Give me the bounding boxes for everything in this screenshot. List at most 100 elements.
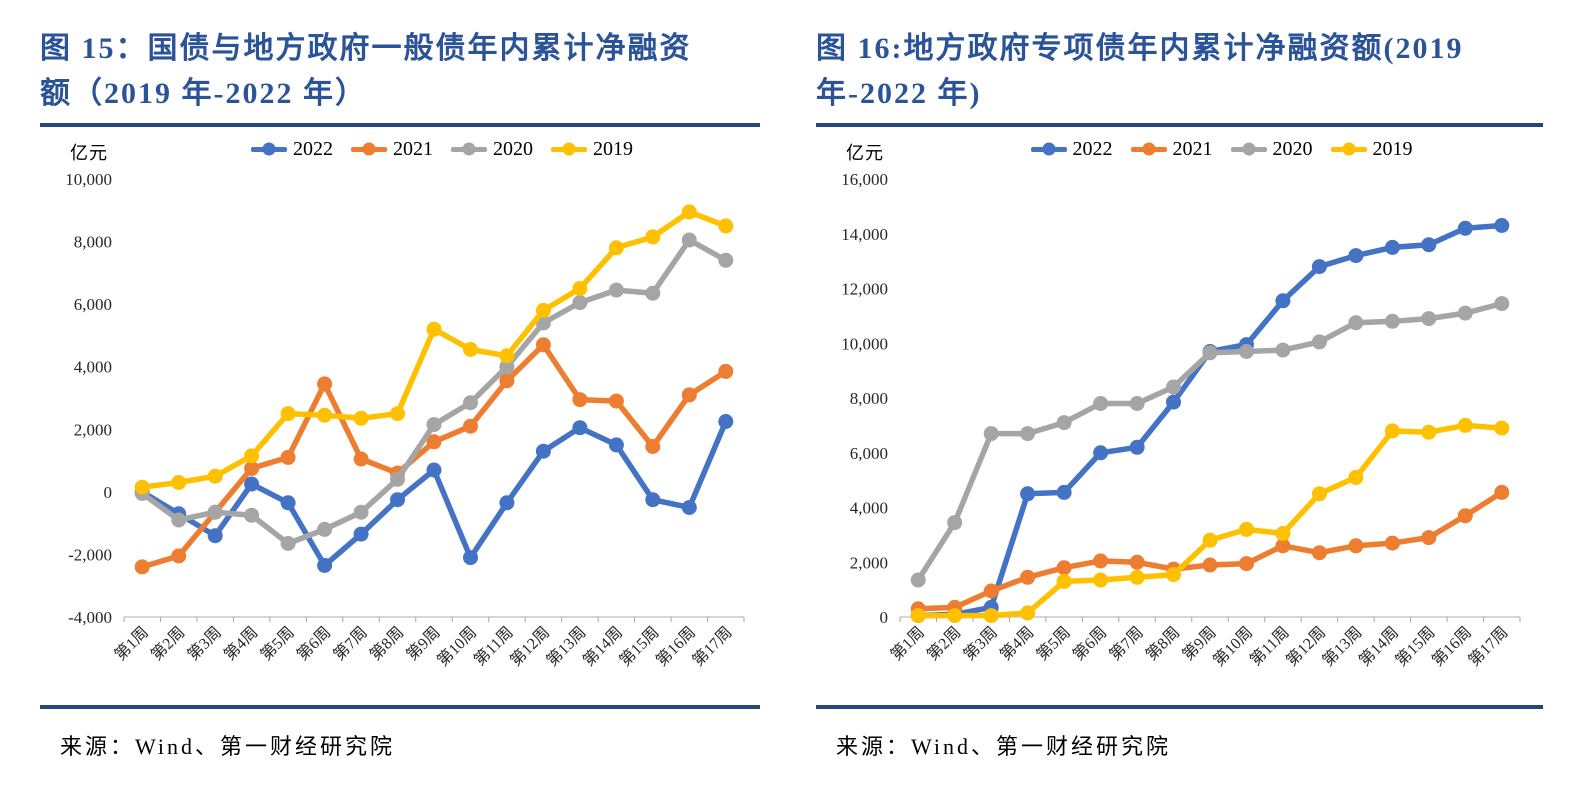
data-point-2022-第8周 xyxy=(1166,394,1181,410)
data-point-2022-第6周 xyxy=(1093,445,1109,461)
data-point-2019-第7周 xyxy=(1129,569,1145,585)
data-point-2019-第17周 xyxy=(1494,420,1510,436)
data-point-2020-第15周 xyxy=(645,285,661,301)
data-point-2019-第3周 xyxy=(983,608,999,624)
data-point-2019-第12周 xyxy=(535,302,551,318)
x-axis-category-label: 第10周 xyxy=(1210,623,1257,670)
x-axis-category-label: 第5周 xyxy=(257,623,298,664)
data-point-2022-第13周 xyxy=(1348,248,1364,264)
data-point-2019-第15周 xyxy=(645,229,661,245)
figure-16-source: 来源：Wind、第一财经研究院 xyxy=(836,734,1171,759)
legend-label-2020: 2020 xyxy=(493,137,533,160)
legend-dot-icon xyxy=(1242,142,1255,156)
data-point-2019-第1周 xyxy=(910,608,926,624)
figure-15-unit-label: 亿元 xyxy=(70,143,108,163)
data-point-2020-第2周 xyxy=(947,515,963,531)
data-point-2022-第4周 xyxy=(1020,486,1036,502)
data-point-2020-第17周 xyxy=(1494,296,1510,312)
x-axis-category-label: 第1周 xyxy=(887,623,928,664)
x-axis-category-label: 第15周 xyxy=(1392,623,1439,670)
data-point-2019-第3周 xyxy=(207,468,223,484)
legend-dot-icon xyxy=(1142,142,1155,156)
data-point-2020-第5周 xyxy=(280,536,296,551)
x-axis-category-label: 第16周 xyxy=(1428,623,1475,670)
data-point-2022-第8周 xyxy=(390,492,405,508)
x-axis-category-label: 第6周 xyxy=(1069,623,1110,664)
data-point-2021-第15周 xyxy=(645,439,661,454)
series-2020 xyxy=(134,232,734,551)
x-axis-category-label: 第4周 xyxy=(220,623,261,664)
data-point-2019-第14周 xyxy=(1384,423,1400,439)
legend-label-2022: 2022 xyxy=(293,137,333,160)
data-point-2020-第7周 xyxy=(353,504,369,520)
legend-item-2020: 2020 xyxy=(1230,138,1313,161)
figure-16-title-line2: 年-2022 年) xyxy=(816,77,982,110)
data-point-2021-第1周 xyxy=(134,559,150,575)
data-point-2020-第9周 xyxy=(426,417,442,433)
x-axis-category-label: 第5周 xyxy=(1033,623,1074,664)
data-point-2022-第11周 xyxy=(1275,293,1291,309)
data-point-2020-第1周 xyxy=(910,572,926,588)
legend-label-2019: 2019 xyxy=(593,137,633,160)
legend-marker-2022 xyxy=(1030,142,1067,156)
legend-item-2019: 2019 xyxy=(551,138,633,161)
data-point-2020-第8周 xyxy=(1166,379,1181,395)
data-point-2022-第4周 xyxy=(244,476,260,492)
data-point-2021-第16周 xyxy=(681,387,697,403)
legend-label-2021: 2021 xyxy=(393,137,433,160)
legend-dot-icon xyxy=(562,142,576,156)
data-point-2020-第3周 xyxy=(983,426,999,442)
figure-15-plot: 10,0008,0006,0004,0002,0000-2,000-4,000第… xyxy=(65,170,745,670)
data-point-2021-第5周 xyxy=(1056,560,1072,576)
data-point-2022-第11周 xyxy=(499,495,515,511)
data-point-2021-第16周 xyxy=(1457,508,1473,524)
data-point-2021-第7周 xyxy=(353,451,369,467)
figure-16-legend: 2022 2021 2020 2019 xyxy=(900,135,1543,163)
data-point-2020-第8周 xyxy=(390,471,405,487)
data-point-2022-第10周 xyxy=(463,550,478,566)
data-point-2022-第17周 xyxy=(718,414,734,429)
data-point-2019-第5周 xyxy=(280,406,296,422)
legend-item-2019: 2019 xyxy=(1330,138,1413,161)
data-point-2019-第17周 xyxy=(718,218,734,234)
data-point-2020-第10周 xyxy=(1239,344,1254,359)
data-point-2022-第5周 xyxy=(1056,484,1072,500)
data-point-2022-第17周 xyxy=(1494,218,1510,233)
x-axis-category-label: 第12周 xyxy=(507,623,554,670)
data-point-2019-第11周 xyxy=(499,348,515,364)
legend-item-2022: 2022 xyxy=(1030,138,1113,161)
legend-item-2020: 2020 xyxy=(451,138,533,161)
data-point-2019-第2周 xyxy=(171,475,187,490)
data-point-2021-第14周 xyxy=(608,393,624,409)
x-axis-category-label: 第17周 xyxy=(689,623,736,670)
data-point-2019-第6周 xyxy=(317,407,333,423)
data-point-2022-第14周 xyxy=(1384,239,1400,255)
legend-marker-2019 xyxy=(1330,142,1367,156)
legend-marker-2020 xyxy=(451,142,487,156)
figure-15-title-rule xyxy=(40,123,760,127)
legend-marker-2021 xyxy=(1130,142,1167,156)
data-point-2021-第17周 xyxy=(1494,484,1510,500)
data-point-2022-第7周 xyxy=(353,526,369,542)
y-axis-tick-label: 14,000 xyxy=(841,225,888,244)
y-axis-tick-label: 16,000 xyxy=(841,170,888,189)
data-point-2020-第2周 xyxy=(171,512,187,528)
data-point-2022-第15周 xyxy=(645,492,661,508)
data-point-2020-第16周 xyxy=(681,232,697,248)
data-point-2021-第13周 xyxy=(572,392,588,408)
data-point-2021-第5周 xyxy=(280,449,296,465)
figure-15-source: 来源：Wind、第一财经研究院 xyxy=(60,734,395,759)
x-axis-category-label: 第3周 xyxy=(184,623,225,664)
data-point-2021-第3周 xyxy=(983,583,999,599)
data-point-2019-第10周 xyxy=(1239,521,1254,537)
x-axis-category-label: 第14周 xyxy=(580,623,627,670)
data-point-2020-第6周 xyxy=(1093,396,1109,411)
figure-16-bottom-rule xyxy=(816,705,1543,709)
data-point-2019-第5周 xyxy=(1056,573,1072,589)
data-point-2022-第13周 xyxy=(572,420,588,436)
data-point-2020-第14周 xyxy=(1384,313,1400,329)
y-axis-tick-label: 0 xyxy=(104,483,113,502)
data-point-2019-第9周 xyxy=(1202,532,1218,548)
legend-dot-icon xyxy=(1042,142,1055,156)
x-axis-category-label: 第13周 xyxy=(543,623,590,670)
